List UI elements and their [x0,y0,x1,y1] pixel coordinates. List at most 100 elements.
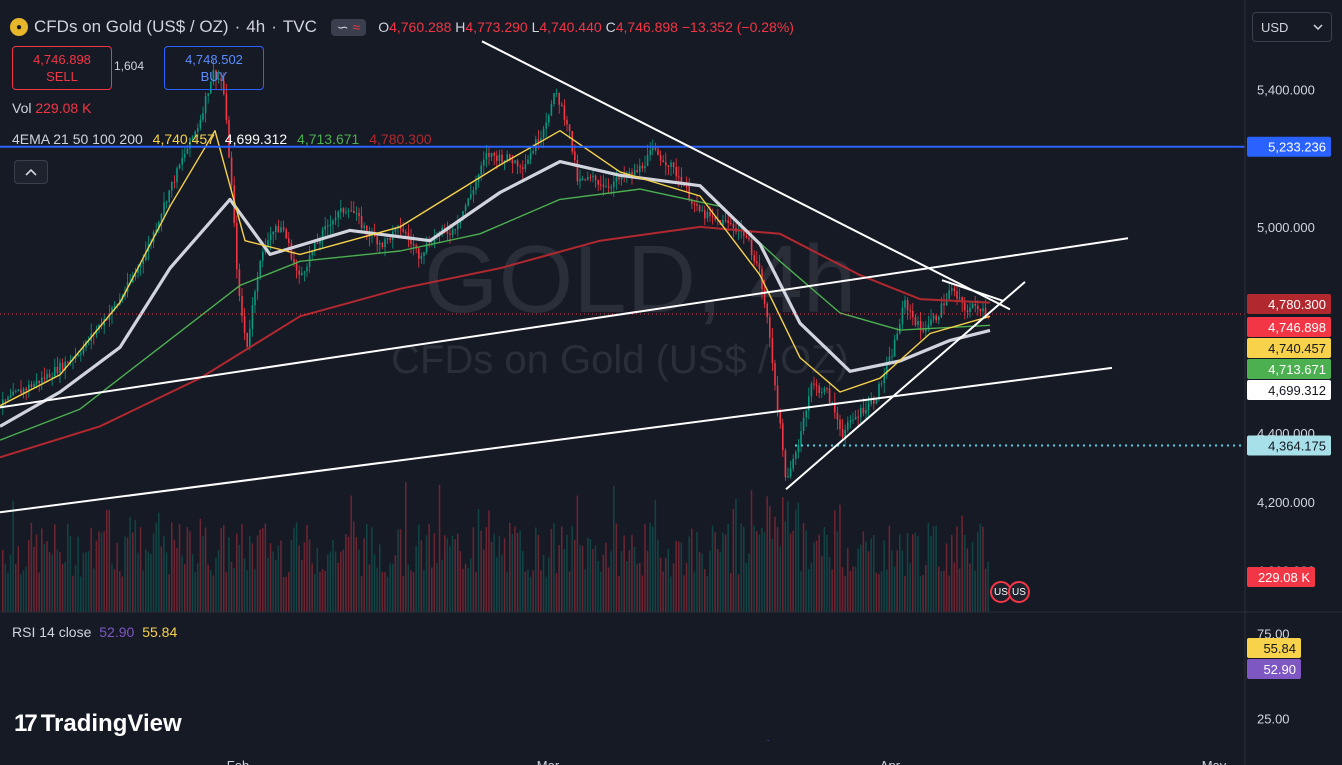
volume-bar [202,536,204,612]
volume-bar [615,523,618,612]
collapse-legend-button[interactable] [14,160,48,184]
volume-bar [420,540,423,612]
volume-bar [197,563,199,612]
volume-bar [87,551,90,612]
candle-body [810,383,813,397]
volume-bar [823,527,826,612]
sell-button[interactable]: 4,746.898 SELL [12,46,112,90]
tradingview-logo[interactable]: 17 TradingView [14,710,182,738]
volume-bar [329,551,332,612]
volume-bar [891,550,893,612]
candle-body [787,475,789,478]
candle-body [171,181,173,191]
tradingview-mark-icon: 17 [14,710,38,737]
volume-bar [46,541,48,612]
candle-body [324,226,326,230]
volume-bar [977,532,979,612]
candle-body [269,234,272,241]
volume-bar [223,525,225,612]
candle-body [878,383,880,400]
volume-bar [111,564,113,612]
horizontal-lines[interactable] [0,145,1245,447]
currency-select[interactable]: USD [1252,12,1332,42]
volume-bar [254,569,256,612]
candle-body [571,131,573,152]
volume-bar [4,563,7,612]
volume-bar [267,557,269,612]
ema200-value: 4,780.300 [369,131,432,147]
candle-body [464,205,467,212]
candle-body [158,221,160,230]
volume-bar [927,522,930,612]
candle-body [964,302,966,311]
volume-bar [243,558,246,612]
sell-price: 4,746.898 [33,52,91,67]
volume-bar [670,576,672,612]
volume-bar [883,540,885,612]
candle-body [563,105,566,120]
volume-bar [98,531,100,612]
volume-bar [410,570,412,612]
hide-indicators-icon[interactable]: ∽ ≈ [330,18,367,36]
volume-bar [899,534,901,612]
volume-bar [464,563,467,612]
volume-bar [717,549,719,612]
volume-bar [350,495,352,612]
candle-body [951,288,953,291]
candle-body [490,153,493,157]
volume-bar [262,528,264,612]
volume-bar [210,570,212,612]
volume-bar [917,536,919,612]
candle-body [792,458,794,469]
trendline [0,366,1113,514]
time-tick-label: Apr [880,758,901,765]
volume-bar [701,553,703,612]
interval[interactable]: 4h [246,17,266,36]
chevron-down-icon [1313,24,1323,30]
volume-bar [256,535,259,612]
candle-body [379,242,381,245]
buy-button[interactable]: 4,748.502 BUY [164,46,264,90]
volume-bar [800,571,802,612]
symbol-name[interactable]: CFDs on Gold (US$ / OZ) [34,17,229,36]
candle-body [511,160,514,164]
candle-body [646,154,649,166]
candle-body [758,263,761,270]
time-axis[interactable]: Feb Mar Apr May [227,758,1227,765]
ema-legend[interactable]: 4EMA 21 50 100 200 4,740.457 4,699.312 4… [12,131,432,147]
candle-body [108,314,111,320]
candle-body [722,219,724,225]
volume-legend[interactable]: Vol 229.08 K [12,100,92,116]
volume-bar [984,568,987,612]
volume-bar [597,560,599,612]
volume-bar [150,554,152,612]
candle-body [275,226,277,232]
volume-bar [449,546,451,612]
volume-bar [17,546,20,612]
candle-body [763,289,766,304]
candle-body [163,202,165,215]
volume-bar [319,572,321,612]
candle-body [228,120,230,158]
candle-body [483,159,485,166]
volume-bar [246,570,248,612]
volume-bar [334,551,337,612]
candle-body [262,252,264,261]
volume-bar [441,559,443,612]
trendlines[interactable] [0,40,1129,514]
volume-bar [971,541,974,612]
volume-bar [9,554,12,612]
volume-bar [867,551,870,612]
us-flag-icon[interactable]: US [1008,581,1030,603]
candle-body [665,162,667,166]
rsi-legend[interactable]: RSI 14 close 52.90 55.84 [12,624,178,640]
price-label-last: 4,746.898 [1268,320,1326,335]
volume-bar [132,532,134,612]
volume-bar [7,572,9,612]
price-label-hline-bg [1247,136,1331,157]
volume-bar [95,540,98,612]
currency-value: USD [1261,19,1289,35]
volume-bar [285,576,287,612]
